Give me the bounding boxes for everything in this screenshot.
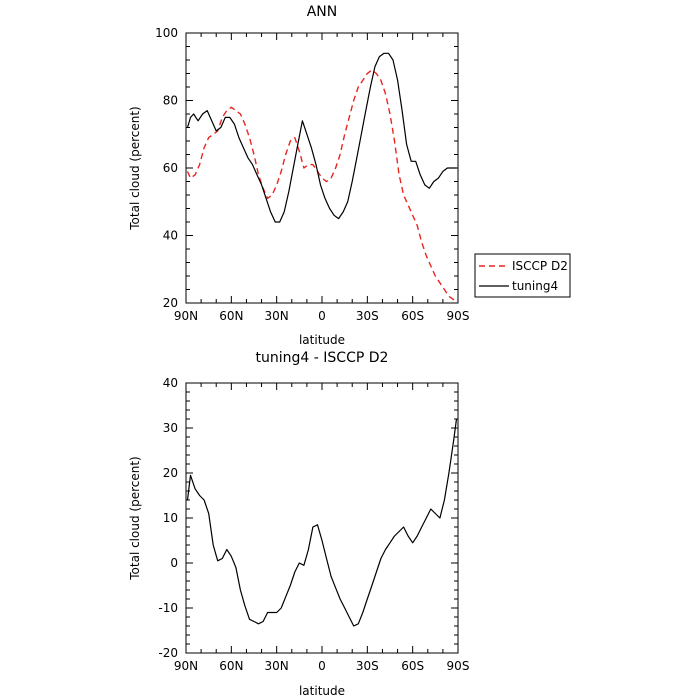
xtick-label-top: 90N (174, 309, 198, 323)
ytick-label-top: 20 (163, 296, 178, 310)
ytick-label-bottom: -20 (158, 646, 178, 660)
series-line-bottom-0 (186, 418, 458, 627)
ytick-label-bottom: 10 (163, 511, 178, 525)
xtick-label-top: 30N (265, 309, 289, 323)
ytick-label-top: 80 (163, 94, 178, 108)
legend-box (474, 253, 571, 298)
chart-top-lines (186, 52, 458, 304)
xtick-label-top: 60N (219, 309, 243, 323)
chart-top-title: ANN (307, 4, 338, 20)
chart-top-xlabel: latitude (299, 333, 345, 347)
chart-bottom-xlabel: latitude (299, 684, 345, 698)
xtick-label-top: 0 (318, 309, 326, 323)
series-line-top-1 (186, 52, 457, 223)
legend-label-tuning4: tuning4 (512, 279, 558, 293)
xtick-label-bottom: 0 (318, 659, 326, 673)
chart-top-ticks: 20 40 60 80 100 90N 60N 30N 0 30S 60S 90S (155, 26, 469, 323)
chart-top: ANN 20 40 60 80 100 90N 60N 30N 0 30S 60S 90S latit… (128, 4, 469, 347)
xtick-label-top: 30S (356, 309, 379, 323)
xtick-label-bottom: 60N (219, 659, 243, 673)
xtick-label-bottom: 90N (174, 659, 198, 673)
ytick-label-top: 60 (163, 161, 178, 175)
chart-top-legend: ISCCP D2 tuning4 (474, 253, 571, 298)
ytick-label-bottom: 20 (163, 466, 178, 480)
chart-bottom-title: tuning4 - ISCCP D2 (256, 350, 389, 366)
chart-bottom-ticks: -20 -10 0 10 20 30 40 90N 60N 30N 0 30S 60S 90S (158, 376, 469, 673)
xtick-label-bottom: 90S (447, 659, 470, 673)
chart-bottom: tuning4 - ISCCP D2 -20 -10 0 10 20 30 40 90N 60N… (128, 350, 469, 698)
ytick-label-bottom: 40 (163, 376, 178, 390)
legend-label-isccp: ISCCP D2 (512, 259, 568, 273)
chart-bottom-frame (185, 382, 459, 654)
ytick-label-top: 100 (155, 26, 178, 40)
chart-top-ylabel: Total cloud (percent) (128, 106, 142, 230)
ytick-label-bottom: -10 (158, 601, 178, 615)
xtick-label-top: 90S (447, 309, 470, 323)
xtick-label-bottom: 30N (265, 659, 289, 673)
ytick-label-top: 40 (163, 229, 178, 243)
chart-top-frame (185, 32, 459, 304)
xtick-label-bottom: 60S (401, 659, 424, 673)
xtick-label-bottom: 30S (356, 659, 379, 673)
ytick-label-bottom: 0 (170, 556, 178, 570)
chart-bottom-lines (186, 418, 458, 627)
series-line-top-0 (186, 69, 458, 304)
chart-bottom-ylabel: Total cloud (percent) (128, 456, 142, 580)
xtick-label-top: 60S (401, 309, 424, 323)
ytick-label-bottom: 30 (163, 421, 178, 435)
